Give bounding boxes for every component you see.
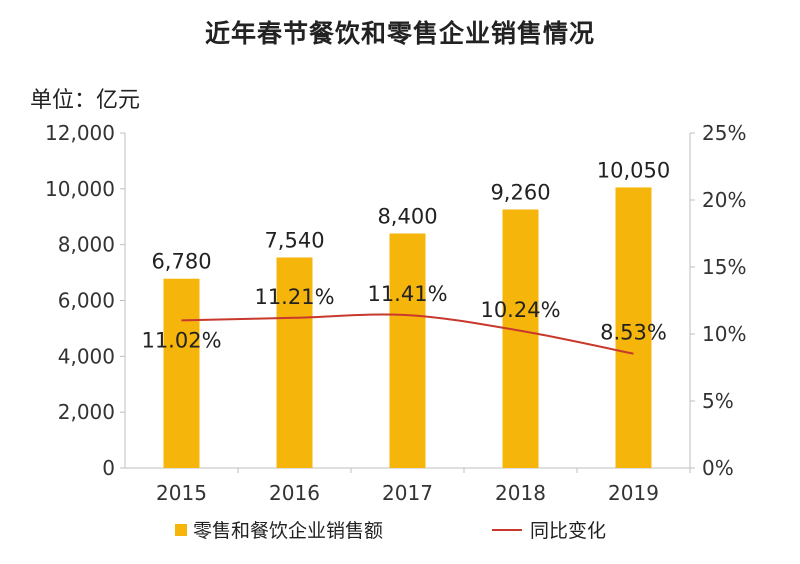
right-tick-label: 15%: [702, 255, 746, 279]
left-tick-label: 2,000: [58, 400, 115, 424]
bar-value-label: 9,260: [490, 180, 550, 204]
chart-title: 近年春节餐饮和零售企业销售情况: [204, 19, 595, 48]
right-tick-label: 25%: [702, 121, 746, 145]
bar: [615, 187, 652, 468]
axes: 0 2,000 4,000 6,000 8,000 10,000 12,000 0% 5% 10%…: [45, 121, 746, 505]
line-value-label: 10.24%: [480, 298, 560, 322]
x-tick-label: 2016: [269, 481, 320, 505]
legend-bar-label: 零售和餐饮企业销售额: [193, 520, 384, 542]
x-tick-label: 2018: [495, 481, 546, 505]
bar-value-label: 10,050: [597, 158, 670, 182]
x-tick-label: 2015: [156, 481, 207, 505]
bar: [163, 278, 200, 468]
bar: [502, 209, 539, 468]
legend-item-line: 同比变化: [492, 516, 606, 543]
bar-value-label: 7,540: [264, 229, 324, 253]
unit-label: 单位：亿元: [30, 88, 141, 113]
data-labels: 6,780 7,540 8,400 9,260 10,050 11.02% 11.21% 11…: [141, 158, 670, 352]
left-tick-label: 10,000: [45, 177, 115, 201]
left-tick-label: 0: [102, 456, 115, 480]
bar-value-label: 8,400: [377, 205, 437, 229]
line-value-label: 11.21%: [254, 285, 334, 309]
left-tick-label: 12,000: [45, 121, 115, 145]
bar: [389, 233, 426, 468]
line-value-label: 11.41%: [367, 282, 447, 306]
right-tick-label: 5%: [702, 389, 734, 413]
bar: [276, 257, 313, 468]
legend-line-label: 同比变化: [530, 520, 607, 542]
right-tick-label: 10%: [702, 322, 746, 346]
growth-line: [181, 313, 634, 355]
x-tick-label: 2019: [608, 481, 659, 505]
left-tick-label: 4,000: [58, 344, 115, 368]
right-tick-label: 0%: [702, 456, 734, 480]
right-tick-label: 20%: [702, 188, 746, 212]
line-value-label: 11.02%: [141, 328, 221, 352]
left-tick-label: 8,000: [58, 233, 115, 257]
line-value-label: 8.53%: [600, 321, 667, 345]
legend-line-swatch: [492, 528, 522, 531]
legend-bar-swatch: [175, 523, 187, 536]
x-tick-label: 2017: [382, 481, 433, 505]
bar-value-label: 6,780: [151, 250, 211, 274]
legend-item-bars: 零售和餐饮企业销售额: [175, 516, 383, 543]
line-series: [181, 313, 634, 355]
left-tick-label: 6,000: [58, 289, 115, 313]
bar-series: [163, 187, 652, 468]
